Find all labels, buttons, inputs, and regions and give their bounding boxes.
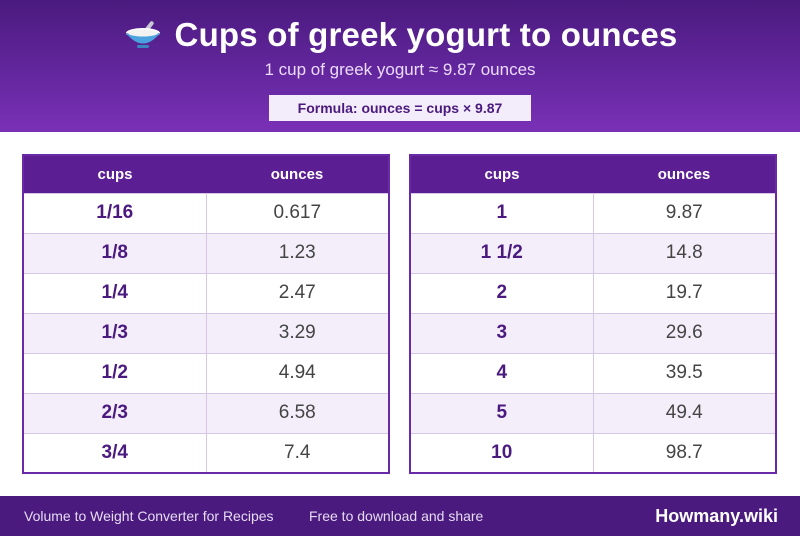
column-header-ounces: ounces [593,155,776,193]
ounces-cell: 19.7 [593,272,776,313]
ounces-cell: 29.6 [593,312,776,353]
footer-converter-name: Volume to Weight Converter for Recipes [24,508,274,524]
bowl-with-spoon-icon [125,21,160,48]
table-row: 3/4 7.4 [23,432,389,473]
table-row: 1 9.87 [410,192,776,233]
ounces-cell: 39.5 [593,352,776,393]
ounces-cell: 0.617 [206,192,389,233]
table-row: 1/2 4.94 [23,352,389,393]
cups-cell: 1/8 [23,232,207,273]
table-row: 1 1/2 14.8 [410,232,776,273]
ounces-cell: 4.94 [206,352,389,393]
table-row: 1/16 0.617 [23,192,389,233]
table-row: 2 19.7 [410,272,776,313]
table-header-row: cups ounces [410,155,776,193]
conversion-table-right: cups ounces 1 9.87 1 1/2 14.8 2 19.7 3 2… [409,154,777,474]
footer-share-note: Free to download and share [309,508,484,524]
ounces-cell: 9.87 [593,192,776,233]
cups-cell: 2/3 [23,392,207,433]
cups-cell: 5 [410,392,594,433]
ounces-cell: 98.7 [593,432,776,473]
table-row: 4 39.5 [410,352,776,393]
cups-cell: 2 [410,272,594,313]
cups-cell: 10 [410,432,594,473]
column-header-cups: cups [23,155,206,193]
cups-cell: 1/16 [23,192,207,233]
table-row: 1/4 2.47 [23,272,389,313]
cups-cell: 1 [410,192,594,233]
header-banner: Cups of greek yogurt to ounces 1 cup of … [0,0,800,132]
column-header-cups: cups [410,155,593,193]
title-row: Cups of greek yogurt to ounces [0,14,800,56]
formula-badge: Formula: ounces = cups × 9.87 [269,95,531,121]
ounces-cell: 7.4 [206,432,389,473]
conversion-subtitle: 1 cup of greek yogurt ≈ 9.87 ounces [264,60,536,79]
cups-cell: 1/3 [23,312,207,353]
cups-cell: 3 [410,312,594,353]
table-row: 1/3 3.29 [23,312,389,353]
cups-cell: 1/2 [23,352,207,393]
cups-cell: 3/4 [23,432,207,473]
ounces-cell: 2.47 [206,272,389,313]
table-row: 5 49.4 [410,392,776,433]
table-row: 1/8 1.23 [23,232,389,273]
footer-bar: Volume to Weight Converter for Recipes F… [0,496,800,536]
table-row: 3 29.6 [410,312,776,353]
conversion-table-left: cups ounces 1/16 0.617 1/8 1.23 1/4 2.47… [22,154,390,474]
cups-cell: 1 1/2 [410,232,594,273]
page-title: Cups of greek yogurt to ounces [174,16,678,53]
ounces-cell: 1.23 [206,232,389,273]
table-row: 2/3 6.58 [23,392,389,433]
cups-cell: 4 [410,352,594,393]
cups-cell: 1/4 [23,272,207,313]
ounces-cell: 49.4 [593,392,776,433]
table-row: 10 98.7 [410,432,776,473]
ounces-cell: 6.58 [206,392,389,433]
brand-logo-text[interactable]: Howmany.wiki [655,506,778,526]
ounces-cell: 3.29 [206,312,389,353]
ounces-cell: 14.8 [593,232,776,273]
table-header-row: cups ounces [23,155,389,193]
column-header-ounces: ounces [206,155,389,193]
